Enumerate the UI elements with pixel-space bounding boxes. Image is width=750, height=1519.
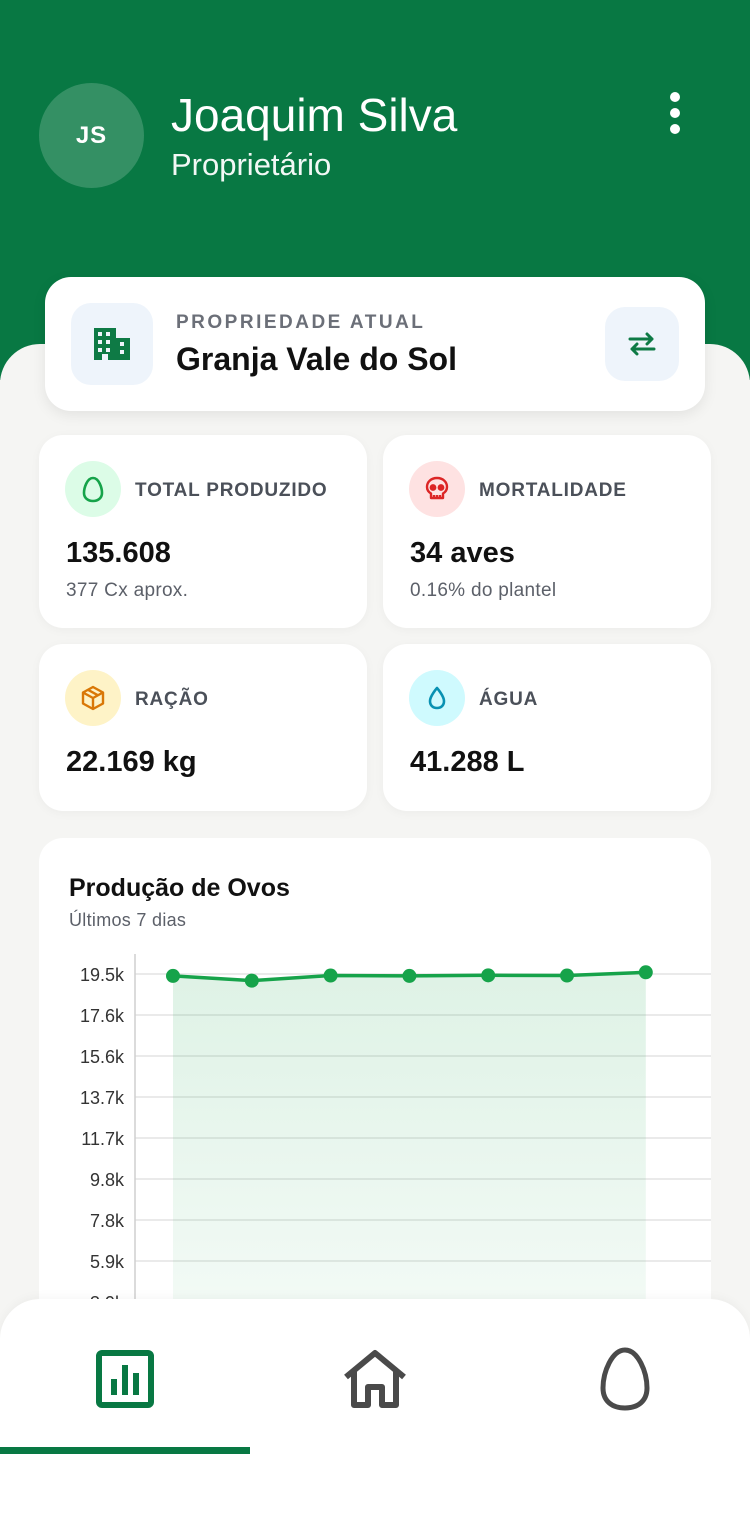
y-tick-label: 7.8k xyxy=(90,1211,125,1231)
data-point[interactable] xyxy=(638,965,653,980)
skull-icon xyxy=(409,461,465,517)
egg-icon xyxy=(600,1347,650,1411)
series-area xyxy=(173,972,646,1358)
y-tick-label: 13.7k xyxy=(80,1088,125,1108)
stat-card-mortality[interactable]: MORTALIDADE 34 aves 0.16% do plantel xyxy=(383,435,711,628)
stat-card-water[interactable]: ÁGUA 41.288 L xyxy=(383,644,711,811)
nav-dashboard[interactable] xyxy=(0,1339,250,1419)
data-point[interactable] xyxy=(560,968,574,983)
egg-production-chart-card: Produção de Ovos Últimos 7 dias 19.5k 17.… xyxy=(39,838,711,1358)
stat-card-feed[interactable]: RAÇÃO 22.169 kg xyxy=(39,644,367,811)
active-tab-indicator xyxy=(0,1447,250,1454)
swap-property-button[interactable] xyxy=(605,307,679,381)
y-tick-label: 11.7k xyxy=(81,1129,125,1149)
user-name: Joaquim Silva xyxy=(171,89,458,141)
y-tick-label: 17.6k xyxy=(80,1006,125,1026)
stat-label: RAÇÃO xyxy=(135,689,209,710)
property-name: Granja Vale do Sol xyxy=(176,341,457,377)
data-point[interactable] xyxy=(481,968,496,983)
stat-value: 135.608 xyxy=(66,537,171,569)
data-point[interactable] xyxy=(402,968,417,983)
stat-label: MORTALIDADE xyxy=(479,480,627,501)
package-icon xyxy=(65,670,121,726)
data-point[interactable] xyxy=(166,968,180,983)
y-tick-label: 5.9k xyxy=(90,1252,125,1272)
stat-label: TOTAL PRODUZIDO xyxy=(135,480,328,501)
droplet-icon xyxy=(409,670,465,726)
current-property-card: PROPRIEDADE ATUAL Granja Vale do Sol xyxy=(45,277,705,411)
user-role: Proprietário xyxy=(171,147,332,182)
chart-subtitle: Últimos 7 dias xyxy=(69,910,187,930)
chart-title: Produção de Ovos xyxy=(69,874,290,902)
stat-subtext: 377 Cx aprox. xyxy=(66,580,189,601)
data-point[interactable] xyxy=(323,968,338,983)
stat-card-total-produced[interactable]: TOTAL PRODUZIDO 135.608 377 Cx aprox. xyxy=(39,435,367,628)
y-tick-label: 19.5k xyxy=(80,965,125,985)
stat-value: 41.288 L xyxy=(410,746,525,778)
bar-chart-icon xyxy=(96,1350,154,1408)
y-tick-label: 15.6k xyxy=(80,1047,125,1067)
stat-value: 34 aves xyxy=(410,537,515,569)
stat-value: 22.169 kg xyxy=(66,746,197,778)
swap-icon xyxy=(628,332,656,356)
building-icon xyxy=(71,303,153,385)
nav-home[interactable] xyxy=(250,1339,500,1419)
property-label: PROPRIEDADE ATUAL xyxy=(176,312,426,333)
stat-subtext: 0.16% do plantel xyxy=(410,580,557,601)
y-tick-label: 9.8k xyxy=(90,1170,125,1190)
egg-icon xyxy=(65,461,121,517)
bottom-navigation xyxy=(0,1299,750,1519)
nav-eggs[interactable] xyxy=(500,1339,750,1419)
egg-production-chart: 19.5k17.6k15.6k13.7k11.7k9.8k7.8k5.9k3.9… xyxy=(80,954,711,1358)
home-icon xyxy=(344,1350,406,1408)
data-point[interactable] xyxy=(244,973,259,988)
avatar[interactable]: JS xyxy=(39,83,144,188)
more-vertical-icon[interactable] xyxy=(660,88,690,138)
stat-label: ÁGUA xyxy=(479,689,539,710)
